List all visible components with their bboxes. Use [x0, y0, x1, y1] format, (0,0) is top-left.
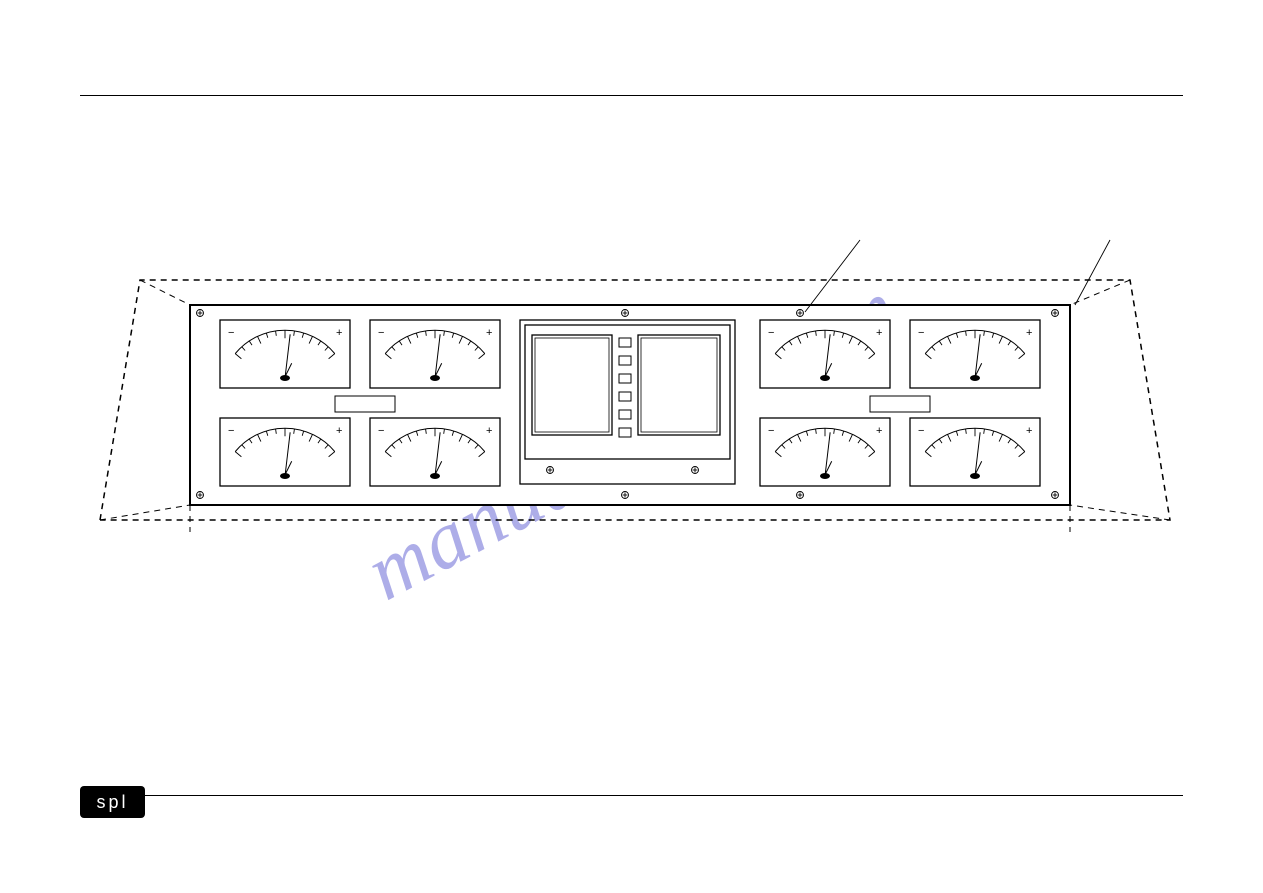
- svg-text:+: +: [876, 425, 882, 437]
- diagram-svg: − + − + − + − + − + − + − + − +: [100, 230, 1170, 530]
- svg-text:−: −: [918, 425, 924, 437]
- svg-text:−: −: [228, 327, 234, 339]
- svg-text:−: −: [378, 425, 384, 437]
- svg-text:+: +: [486, 425, 492, 437]
- brand-logo: spl: [80, 786, 145, 818]
- svg-text:+: +: [336, 327, 342, 339]
- svg-text:+: +: [486, 327, 492, 339]
- svg-text:+: +: [1026, 425, 1032, 437]
- svg-text:−: −: [378, 327, 384, 339]
- svg-text:−: −: [768, 327, 774, 339]
- bottom-rule: [80, 795, 1183, 796]
- svg-text:−: −: [228, 425, 234, 437]
- svg-text:+: +: [1026, 327, 1032, 339]
- svg-text:+: +: [876, 327, 882, 339]
- brand-logo-text: spl: [96, 792, 128, 813]
- svg-text:+: +: [336, 425, 342, 437]
- top-rule: [80, 95, 1183, 96]
- svg-text:−: −: [768, 425, 774, 437]
- front-panel-diagram: − + − + − + − + − + − + − + − +: [100, 280, 1170, 540]
- svg-text:−: −: [918, 327, 924, 339]
